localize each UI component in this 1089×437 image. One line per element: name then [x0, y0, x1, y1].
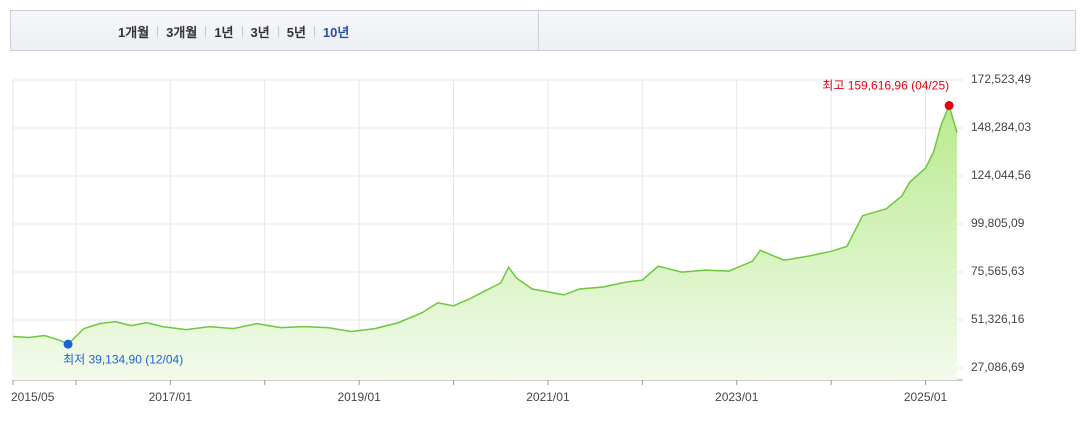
area — [13, 105, 957, 380]
annotation-marker — [63, 339, 73, 349]
x-tick-label: 2023/01 — [715, 390, 759, 404]
period-tab[interactable]: 10년 — [322, 25, 350, 40]
tab-bar: 1개월 3개월 1년 3년 5년 10년 — [10, 10, 1076, 51]
y-tick-label: 27,086,69 — [971, 360, 1025, 374]
x-tick-label: 2017/01 — [149, 390, 193, 404]
x-tick-label: 2025/01 — [904, 390, 948, 404]
x-tick-label: 2021/01 — [526, 390, 570, 404]
tab-separator — [205, 26, 207, 37]
tabs: 1개월 3개월 1년 3년 5년 10년 — [118, 22, 349, 41]
x-tick-label: 2019/01 — [337, 390, 381, 404]
annotation-label: 최저 39,134,90 (12/04) — [63, 352, 183, 366]
y-tick-label: 99,805,09 — [971, 216, 1025, 230]
annotation-label: 최고 159,616,96 (04/25) — [822, 79, 949, 93]
period-tab[interactable]: 3개월 — [166, 25, 198, 40]
y-tick-label: 172,523,49 — [971, 72, 1031, 86]
tab-separator — [157, 26, 159, 37]
line — [12, 103, 958, 346]
tab-separator — [277, 26, 279, 37]
y-tick-label: 148,284,03 — [971, 120, 1031, 134]
tab-bar-right — [538, 11, 539, 50]
tab-separator — [241, 26, 243, 37]
period-tab[interactable]: 5년 — [286, 25, 306, 40]
period-tab[interactable]: 1년 — [214, 25, 234, 40]
x-tick-label: 2015/05 — [11, 390, 55, 404]
period-tab[interactable]: 3년 — [250, 25, 270, 40]
tab-separator — [313, 26, 315, 37]
period-tab[interactable]: 1개월 — [118, 25, 150, 40]
y-tick-label: 51,326,16 — [971, 312, 1025, 326]
annotation-marker — [944, 101, 954, 111]
y-tick-label: 124,044,56 — [971, 168, 1031, 182]
y-tick-label: 75,565,63 — [971, 264, 1025, 278]
